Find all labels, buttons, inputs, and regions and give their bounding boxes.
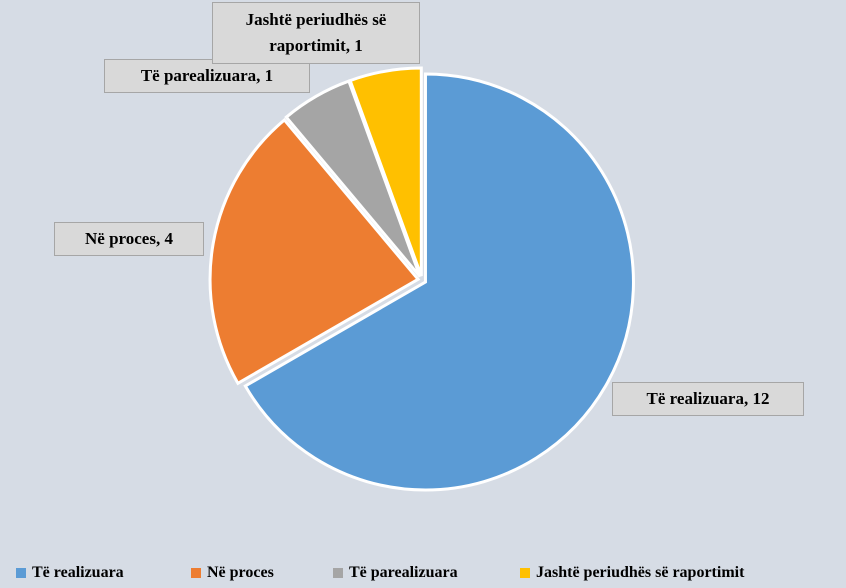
legend-item: Në proces bbox=[191, 564, 274, 582]
legend-item: Të parealizuara bbox=[333, 564, 458, 582]
legend-label: Jashtë periudhës së raportimit bbox=[536, 564, 745, 581]
data-label: Jashtë periudhës së raportimit, 1 bbox=[212, 2, 420, 64]
legend-swatch bbox=[520, 568, 530, 578]
pie-slice bbox=[348, 66, 423, 277]
data-label: Të parealizuara, 1 bbox=[104, 59, 310, 93]
legend-swatch bbox=[191, 568, 201, 578]
legend-swatch bbox=[16, 568, 26, 578]
legend-item: Jashtë periudhës së raportimit bbox=[520, 564, 744, 582]
data-label: Të realizuara, 12 bbox=[612, 382, 804, 416]
legend-item: Të realizuara bbox=[16, 564, 124, 582]
legend-swatch bbox=[333, 568, 343, 578]
data-label: Në proces, 4 bbox=[54, 222, 204, 256]
legend-label: Në proces bbox=[207, 564, 274, 581]
pie-slice bbox=[208, 117, 421, 386]
legend-label: Të realizuara bbox=[32, 564, 124, 581]
legend-label: Të parealizuara bbox=[349, 564, 458, 581]
pie-slice bbox=[243, 72, 635, 492]
